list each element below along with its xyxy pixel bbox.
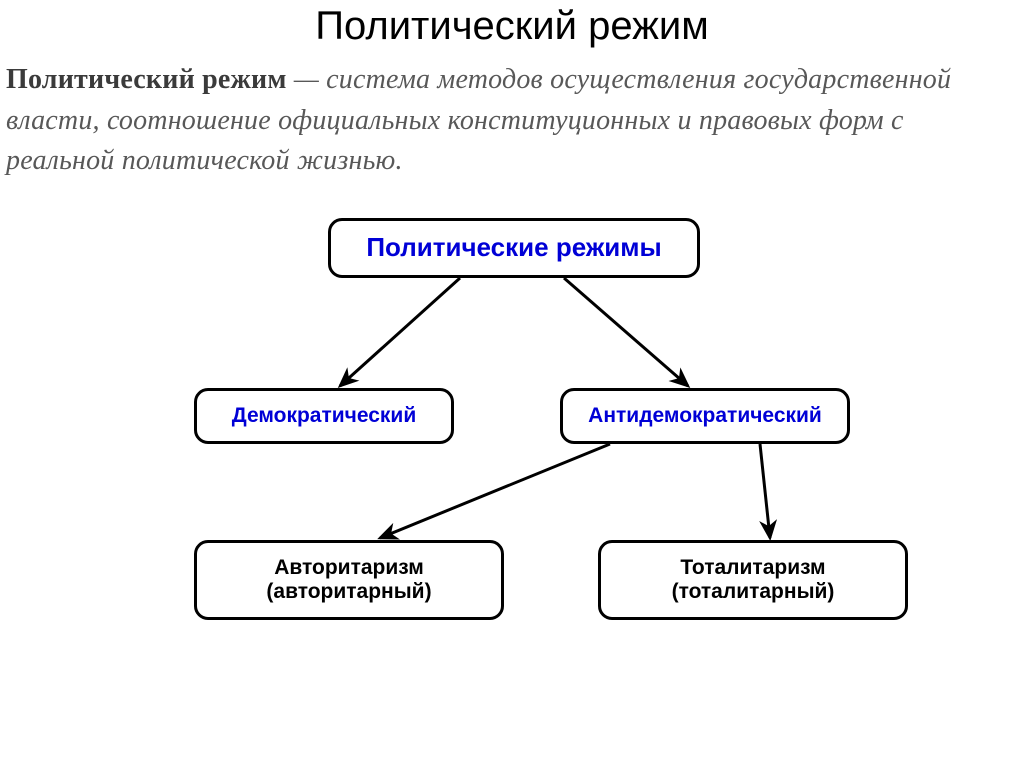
edge-anti-total [760,444,770,538]
page: Политический режим Политический режим — … [0,0,1024,767]
edge-anti-auth [380,444,610,538]
edge-root-demo [340,278,460,386]
node-total: Тоталитаризм(тоталитарный) [598,540,908,620]
node-demo: Демократический [194,388,454,444]
node-anti: Антидемократический [560,388,850,444]
node-root: Политические режимы [328,218,700,278]
edge-root-anti [564,278,688,386]
page-title: Политический режим [0,4,1024,49]
definition-dash: — [287,64,327,95]
definition-term: Политический режим [6,64,287,95]
node-auth: Авторитаризм(авторитарный) [194,540,504,620]
definition-text: Политический режим — система методов осу… [6,60,1018,182]
